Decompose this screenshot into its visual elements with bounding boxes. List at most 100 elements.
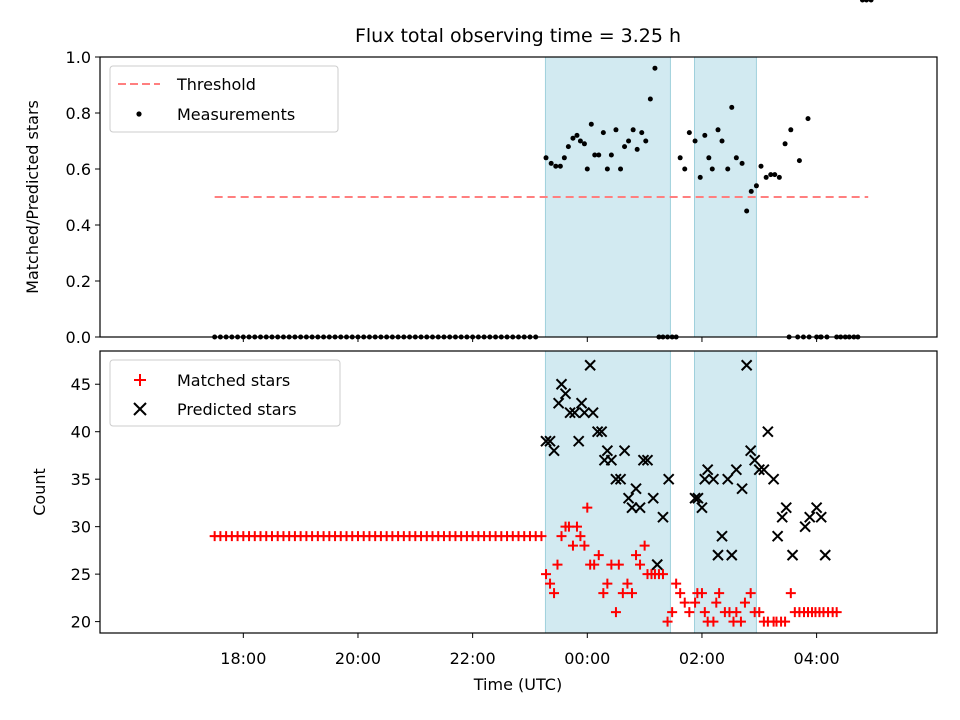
predicted-point [780,501,792,514]
predicted-point [707,473,720,485]
matched-point [714,588,725,599]
matched-point [549,588,560,599]
count-legend-box [109,359,341,427]
measurement-point [725,166,731,172]
x-axis-label: Time (UTC) [473,675,562,694]
series-matched-stars [210,503,842,627]
matched-point [699,607,710,618]
predicted-point [810,501,823,514]
measurement-point [639,130,645,136]
predicted-point [722,473,734,485]
matched-point [754,607,765,618]
predicted-point [614,473,627,485]
measurement-point [733,155,739,161]
predicted-legend-label: Predicted stars [177,400,297,419]
measurement-point [744,208,750,214]
measurement-point [577,138,583,144]
predicted-point [601,444,614,457]
predicted-point [744,444,757,457]
measurement-point [596,152,602,158]
predicted-point [568,407,581,419]
matched-point [545,578,556,589]
predicted-point [548,444,560,457]
matched-point [536,531,547,542]
y-tick-label: 0.6 [66,160,91,179]
measurement-point [600,130,606,136]
predicted-point [540,435,552,447]
measurements-legend-swatch [136,111,142,117]
observing-window-2 [693,350,757,634]
measurement-point [574,132,580,138]
matched-point [635,559,646,570]
matched-point [582,502,593,513]
matched-point [711,597,722,608]
chart-title: Flux total observing time = 3.25 h [355,25,681,47]
matched-point [785,588,796,599]
ratio-legend-box [109,65,339,133]
predicted-point [584,359,596,371]
matched-point [780,616,791,627]
matched-point [696,588,707,599]
matched-point [675,588,686,599]
predicted-point [786,549,799,561]
predicted-point [564,407,576,419]
measurements-legend-label: Measurements [177,105,295,124]
matched-point [610,607,621,618]
measurement-point [630,127,636,133]
matched-point [571,521,582,532]
predicted-point [692,492,704,504]
y-tick-label: 1.0 [66,48,91,67]
y-tick-label: 40 [71,423,91,442]
predicted-point [758,463,770,476]
y-tick-label: 35 [71,470,91,489]
measurement-point [592,152,598,158]
predicted-point [641,454,654,466]
matched-point [552,559,563,570]
matched-point [575,531,586,542]
predicted-point [572,435,585,447]
x-tick-label: 02:00 [679,649,725,668]
measurement-point [748,188,754,194]
measurement-point [796,158,802,164]
panel-count: 20 25 30 35 40 45 Count Matched stars Predict… [30,350,938,638]
y-tick-label: 20 [71,613,91,632]
measurement-point [739,160,745,166]
matched-point [567,540,578,551]
predicted-point [544,435,556,447]
measurement-point [782,141,788,147]
measurement-point [758,163,764,169]
threshold-legend-label: Threshold [176,75,256,94]
measurement-point [548,160,554,166]
predicted-point [815,511,827,523]
predicted-point [559,388,572,400]
predicted-point [552,397,565,409]
predicted-point [591,425,604,438]
predicted-point [726,549,738,561]
matched-point [662,616,673,627]
x-tick-label: 22:00 [450,649,496,668]
predicted-point [776,511,788,523]
matched-point [589,559,600,570]
predicted-point [587,407,599,419]
measurement-point [643,138,649,144]
matched-point [831,607,842,618]
y-tick-label: 0.4 [66,216,91,235]
count-axis-ticks: 20 25 30 35 40 45 [71,375,818,638]
predicted-point [637,454,650,466]
matched-point [745,588,756,599]
measurement-point [608,152,614,158]
predicted-point [555,378,568,390]
predicted-point [578,407,591,419]
measurement-point [863,0,869,3]
measurement-point [588,121,594,127]
predicted-point [771,530,784,542]
measurement-point [543,155,549,161]
matched-point [657,569,668,580]
matched-point [622,578,633,589]
x-tick-label: 00:00 [564,649,610,668]
predicted-point [657,511,669,523]
predicted-point [647,492,659,504]
measurement-point [697,174,703,180]
measurement-point [692,138,698,144]
measurement-point [682,166,688,172]
